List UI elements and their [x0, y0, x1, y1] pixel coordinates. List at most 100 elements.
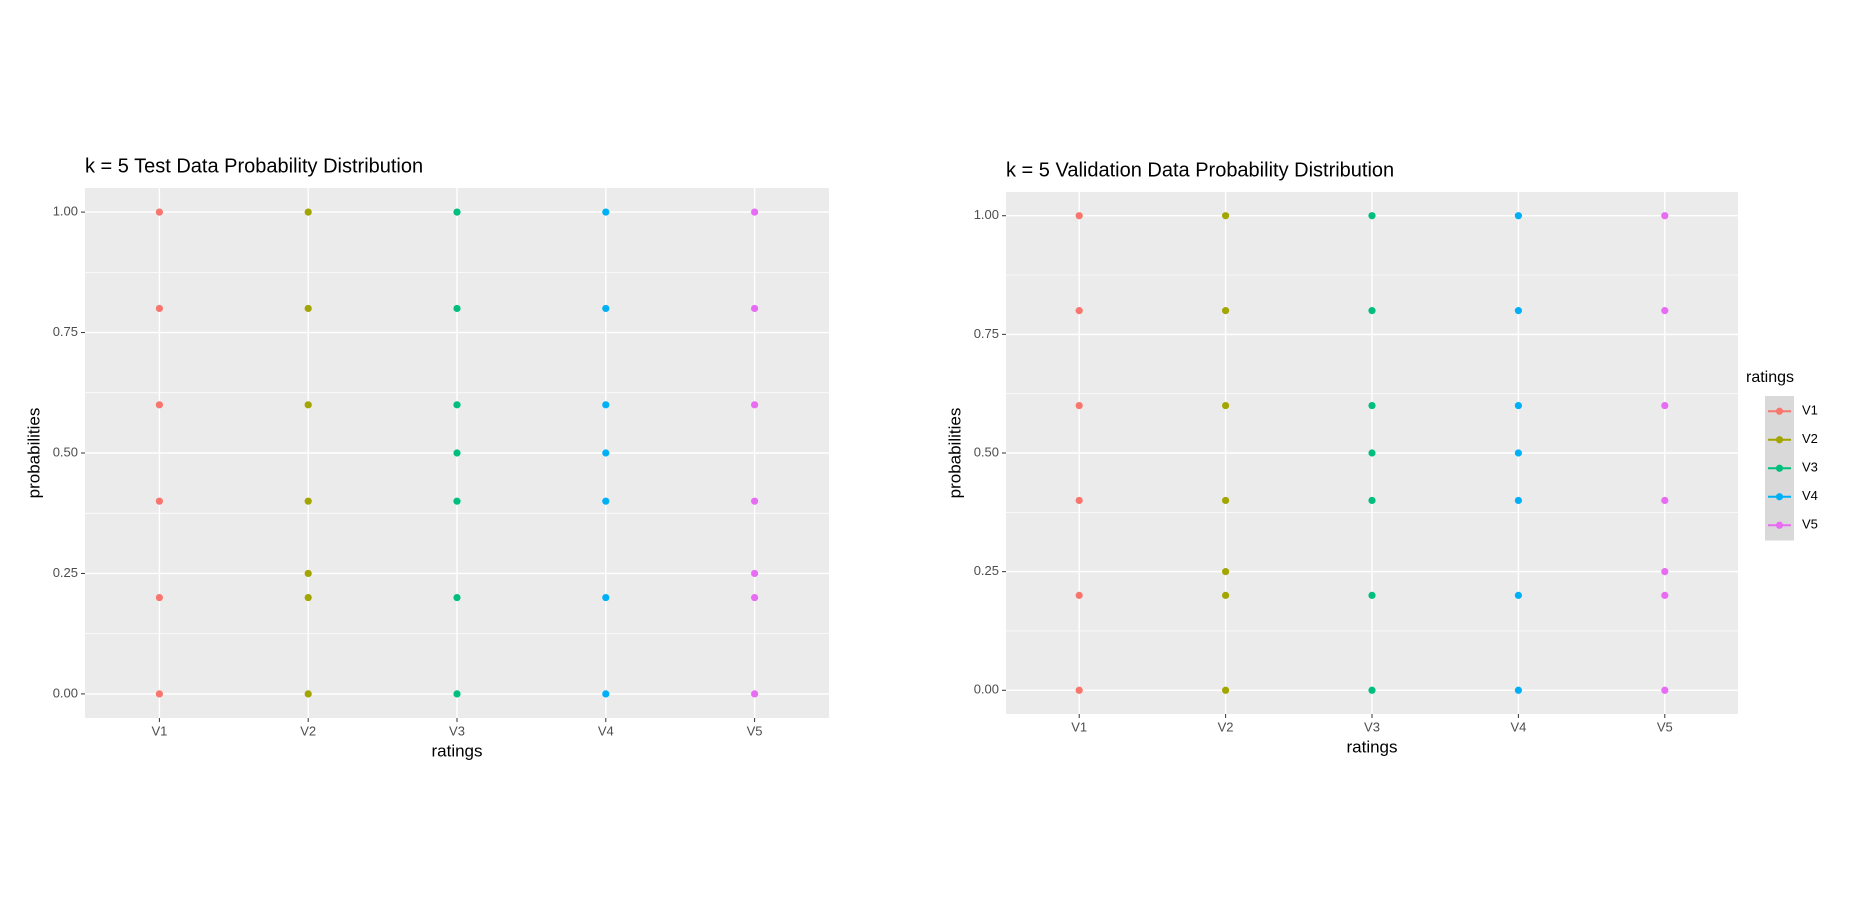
- y-tick-label: 1.00: [974, 207, 999, 222]
- x-tick-label: V5: [1657, 719, 1673, 734]
- x-tick-label: V2: [1218, 719, 1234, 734]
- point: [1075, 307, 1083, 315]
- legend-label: V3: [1802, 460, 1818, 475]
- point: [453, 304, 461, 313]
- point: [1075, 401, 1083, 410]
- point: [304, 304, 312, 313]
- point: [602, 593, 610, 602]
- point: [1075, 496, 1083, 505]
- point: [751, 208, 759, 216]
- x-tick-label: V4: [1510, 719, 1526, 734]
- point: [453, 449, 461, 457]
- point: [1661, 307, 1669, 315]
- point: [751, 593, 759, 602]
- point: [1368, 449, 1376, 457]
- point: [453, 401, 461, 409]
- point: [1075, 591, 1083, 599]
- point: [1222, 307, 1230, 315]
- legend-key-point: [1775, 464, 1784, 472]
- x-axis-title: ratings: [1346, 737, 1397, 756]
- point: [1661, 212, 1669, 220]
- point: [751, 569, 759, 578]
- y-tick-label: 0.75: [53, 324, 78, 339]
- point: [602, 497, 610, 505]
- y-axis-title: probabilities: [24, 408, 43, 499]
- point: [304, 497, 312, 505]
- point: [1661, 496, 1669, 505]
- x-axis-title: ratings: [431, 741, 482, 760]
- y-tick-label: 0.50: [53, 444, 78, 459]
- x-tick-label: V3: [1364, 719, 1380, 734]
- x-tick-label: V5: [747, 723, 763, 738]
- point: [304, 208, 312, 216]
- point: [602, 208, 610, 216]
- point: [304, 401, 312, 409]
- y-tick-label: 0.00: [53, 685, 78, 700]
- point: [1222, 568, 1230, 576]
- chart-title: k = 5 Test Data Probability Distribution: [85, 155, 423, 177]
- point: [453, 497, 461, 505]
- point: [155, 401, 163, 409]
- y-tick-label: 0.75: [974, 326, 999, 341]
- point: [1368, 591, 1376, 599]
- point: [1368, 307, 1376, 315]
- x-tick-label: V3: [449, 723, 465, 738]
- point: [155, 497, 163, 505]
- point: [453, 690, 461, 698]
- point: [1514, 401, 1522, 410]
- point: [1222, 212, 1230, 220]
- x-tick-label: V1: [1071, 719, 1087, 734]
- point: [155, 690, 163, 698]
- point: [602, 401, 610, 409]
- y-tick-label: 1.00: [53, 204, 78, 219]
- legend-key-point: [1775, 493, 1784, 501]
- point: [453, 593, 461, 602]
- point: [1514, 496, 1522, 505]
- x-tick-label: V2: [300, 723, 316, 738]
- point: [602, 690, 610, 698]
- point: [304, 593, 312, 602]
- point: [453, 208, 461, 216]
- point: [304, 569, 312, 578]
- x-tick-label: V1: [151, 723, 167, 738]
- point: [1661, 686, 1669, 694]
- legend-label: V1: [1802, 403, 1818, 418]
- point: [1661, 401, 1669, 410]
- x-tick-label: V4: [598, 723, 614, 738]
- legend-key-point: [1775, 407, 1784, 415]
- point: [602, 304, 610, 313]
- y-tick-label: 0.00: [974, 682, 999, 697]
- point: [1514, 307, 1522, 315]
- point: [304, 690, 312, 698]
- legend-key-point: [1775, 436, 1784, 444]
- legend-label: V2: [1802, 431, 1818, 446]
- point: [751, 304, 759, 313]
- point: [1368, 401, 1376, 410]
- point: [1368, 686, 1376, 694]
- point: [1222, 401, 1230, 410]
- legend-key-point: [1775, 521, 1784, 529]
- point: [1661, 591, 1669, 599]
- point: [1368, 212, 1376, 220]
- y-tick-label: 0.25: [53, 565, 78, 580]
- chart-title: k = 5 Validation Data Probability Distri…: [1006, 159, 1394, 181]
- y-tick-label: 0.50: [974, 444, 999, 459]
- y-tick-label: 0.25: [974, 563, 999, 578]
- point: [751, 497, 759, 505]
- point: [602, 449, 610, 457]
- point: [155, 593, 163, 602]
- y-axis-title: probabilities: [945, 408, 964, 499]
- point: [1075, 686, 1083, 694]
- point: [1661, 568, 1669, 576]
- legend-label: V5: [1802, 517, 1818, 532]
- point: [1368, 496, 1376, 505]
- point: [1514, 212, 1522, 220]
- legend-title: ratings: [1746, 369, 1794, 386]
- point: [751, 690, 759, 698]
- point: [1514, 686, 1522, 694]
- point: [155, 304, 163, 313]
- point: [751, 401, 759, 409]
- point: [1514, 449, 1522, 457]
